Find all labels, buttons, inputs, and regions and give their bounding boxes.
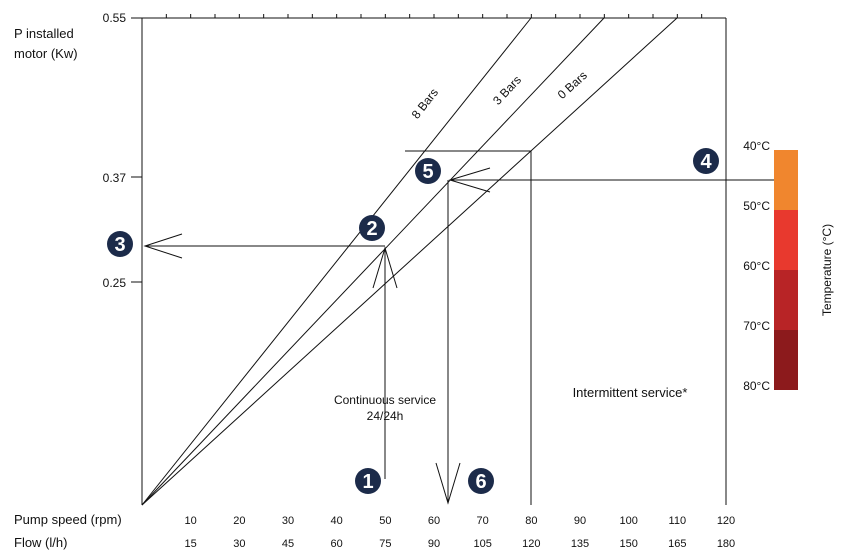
label-0-bars: 0 Bars [555, 68, 590, 102]
pressure-line-0-bars [141, 17, 678, 506]
flow-tick-135: 135 [571, 538, 589, 550]
y-axis-title-line2: motor (Kw) [14, 46, 78, 61]
flow-tick-15: 15 [185, 538, 197, 550]
speed-tick-30: 30 [282, 515, 294, 527]
step-number-5: 5 [422, 161, 433, 183]
intermittent-service-label: Intermittent service* [573, 385, 688, 400]
y-tick-label-037: 0.37 [103, 171, 127, 185]
step-number-6: 6 [475, 471, 486, 493]
temp-label-50: 50°C [743, 199, 770, 213]
pressure-line-3-bars [141, 17, 605, 506]
flow-tick-30: 30 [233, 538, 245, 550]
step-number-1: 1 [362, 471, 373, 493]
step-number-2: 2 [366, 218, 377, 240]
flow-tick-165: 165 [668, 538, 686, 550]
label-8-bars: 8 Bars [409, 86, 441, 122]
step-badge-1: 1 [355, 468, 381, 494]
x-axis-speed-title: Pump speed (rpm) [14, 512, 122, 527]
temperature-band-2 [774, 210, 798, 270]
speed-tick-20: 20 [233, 515, 245, 527]
speed-tick-120: 120 [717, 515, 735, 527]
flow-tick-180: 180 [717, 538, 735, 550]
arrowhead-left-y-axis [143, 233, 183, 259]
arrowhead-left-temperature [448, 167, 491, 193]
flow-tick-60: 60 [331, 538, 343, 550]
step-number-3: 3 [114, 234, 125, 256]
step-badge-6: 6 [468, 468, 494, 494]
y-tick-label-055: 0.55 [103, 11, 127, 25]
step-badge-3: 3 [107, 231, 133, 257]
temperature-color-scale [774, 150, 798, 390]
continuous-service-hours: 24/24h [367, 409, 404, 423]
temp-label-60: 60°C [743, 259, 770, 273]
flow-tick-90: 90 [428, 538, 440, 550]
speed-tick-70: 70 [477, 515, 489, 527]
speed-tick-60: 60 [428, 515, 440, 527]
continuous-service-label: Continuous service [334, 393, 436, 407]
x-axis-flow-title: Flow (l/h) [14, 535, 67, 550]
y-axis-title-line1: P installed [14, 26, 74, 41]
temperature-axis-title: Temperature (°C) [820, 224, 834, 316]
label-3-bars: 3 Bars [490, 73, 524, 108]
y-tick-label-025: 0.25 [103, 276, 127, 290]
temperature-band-3 [774, 270, 798, 330]
temp-label-40: 40°C [743, 139, 770, 153]
step-number-4: 4 [700, 151, 712, 173]
speed-tick-110: 110 [669, 515, 687, 527]
flow-tick-45: 45 [282, 538, 294, 550]
step-badge-2: 2 [359, 215, 385, 241]
pressure-line-8-bars [141, 17, 532, 506]
temperature-band-1 [774, 150, 798, 210]
speed-tick-40: 40 [331, 515, 343, 527]
step-badge-5: 5 [415, 158, 441, 184]
flow-tick-labels: 15 30 45 60 75 90 105 120 135 150 165 180 [185, 538, 736, 550]
temperature-band-4 [774, 330, 798, 390]
temp-label-80: 80°C [743, 379, 770, 393]
speed-tick-80: 80 [525, 515, 537, 527]
speed-tick-labels: 10 20 30 40 50 60 70 80 90 100 110 120 [185, 515, 736, 527]
arrowhead-up-50rpm [372, 246, 398, 289]
speed-tick-10: 10 [185, 515, 197, 527]
top-axis-ticks [165, 14, 703, 18]
temp-label-70: 70°C [743, 319, 770, 333]
speed-tick-50: 50 [379, 515, 391, 527]
flow-tick-120: 120 [522, 538, 540, 550]
speed-tick-100: 100 [619, 515, 637, 527]
step-badge-4: 4 [693, 148, 719, 174]
arrowhead-down-flow [435, 462, 461, 505]
flow-tick-75: 75 [379, 538, 391, 550]
flow-tick-150: 150 [619, 538, 637, 550]
speed-tick-90: 90 [574, 515, 586, 527]
flow-tick-105: 105 [473, 538, 491, 550]
